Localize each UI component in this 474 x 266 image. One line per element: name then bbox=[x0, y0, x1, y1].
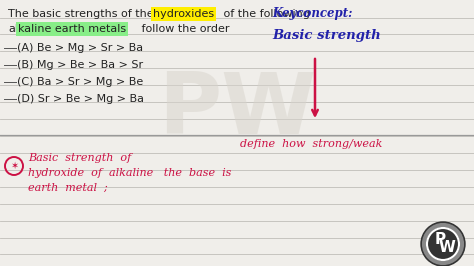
Text: (B) Mg > Be > Ba > Sr: (B) Mg > Be > Ba > Sr bbox=[17, 60, 143, 70]
Text: define  how  strong/weak: define how strong/weak bbox=[240, 139, 383, 149]
Text: follow the order: follow the order bbox=[138, 24, 229, 34]
Text: hydroxide  of  alkaline   the  base  is: hydroxide of alkaline the base is bbox=[28, 168, 231, 178]
Text: PW: PW bbox=[158, 69, 316, 152]
Text: P: P bbox=[435, 232, 446, 247]
Text: Basic strength: Basic strength bbox=[272, 30, 381, 43]
Text: kaline earth metals: kaline earth metals bbox=[18, 24, 126, 34]
Text: of the following: of the following bbox=[220, 9, 310, 19]
Text: earth  metal  ;: earth metal ; bbox=[28, 183, 108, 193]
Text: The basic strengths of the: The basic strengths of the bbox=[8, 9, 157, 19]
Text: Basic  strength  of: Basic strength of bbox=[28, 153, 131, 163]
Text: W: W bbox=[438, 240, 456, 256]
Text: al: al bbox=[8, 24, 18, 34]
Text: hydroxides: hydroxides bbox=[153, 9, 214, 19]
Text: Keyconcept:: Keyconcept: bbox=[272, 7, 353, 20]
Text: (D) Sr > Be > Mg > Ba: (D) Sr > Be > Mg > Ba bbox=[17, 94, 144, 104]
Text: ✶: ✶ bbox=[10, 161, 18, 171]
Text: (C) Ba > Sr > Mg > Be: (C) Ba > Sr > Mg > Be bbox=[17, 77, 143, 87]
Text: (A) Be > Mg > Sr > Ba: (A) Be > Mg > Sr > Ba bbox=[17, 43, 143, 53]
Circle shape bbox=[421, 222, 465, 266]
